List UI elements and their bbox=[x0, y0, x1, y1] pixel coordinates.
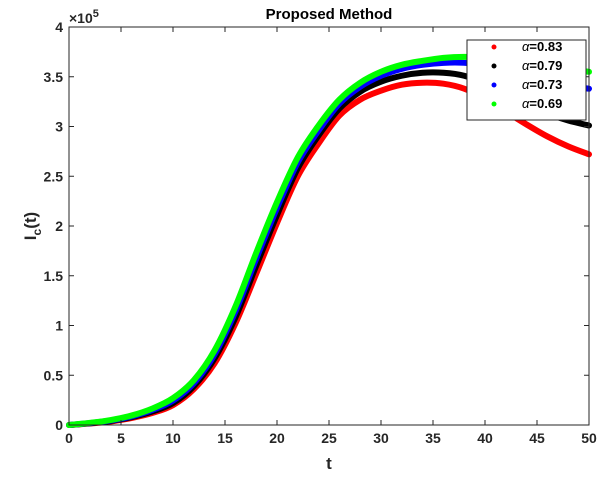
legend-label: α=0.79 bbox=[522, 58, 562, 73]
legend-items: α=0.83 α=0.79 α=0.73 α=0.69 bbox=[491, 39, 562, 111]
legend-marker bbox=[491, 63, 497, 69]
legend-marker bbox=[491, 44, 497, 50]
x-tick-label: 45 bbox=[529, 430, 545, 446]
y-exponent-base: ×105 bbox=[69, 8, 99, 26]
legend-label: α=0.83 bbox=[522, 39, 562, 54]
y-tick-label: 1.5 bbox=[44, 268, 64, 284]
y-tick-label: 3 bbox=[55, 119, 63, 135]
legend-marker bbox=[491, 101, 497, 107]
y-tick-label: 0 bbox=[55, 417, 63, 433]
x-tick-label: 50 bbox=[581, 430, 597, 446]
y-tick-label: 2.5 bbox=[44, 168, 64, 184]
y-tick-label: 0.5 bbox=[44, 367, 64, 383]
legend-label: α=0.69 bbox=[522, 96, 562, 111]
x-tick-label: 15 bbox=[217, 430, 233, 446]
legend-marker bbox=[491, 82, 497, 88]
y-tick-label: 2 bbox=[55, 218, 63, 234]
y-exponent-label: ×105 bbox=[69, 8, 99, 26]
x-axis-label: t bbox=[326, 454, 332, 473]
x-tick-label: 30 bbox=[373, 430, 389, 446]
x-tick-label: 10 bbox=[165, 430, 181, 446]
x-tick-label: 35 bbox=[425, 430, 441, 446]
legend: α=0.83 α=0.79 α=0.73 α=0.69 bbox=[466, 39, 587, 121]
x-tick-label: 20 bbox=[269, 430, 285, 446]
y-axis-label: Ic(t) bbox=[21, 212, 44, 240]
y-tick-label: 1 bbox=[55, 318, 63, 334]
legend-label: α=0.73 bbox=[522, 77, 562, 92]
ticks-layer: 0 5 10 15 20 25 30 35 40 45 50 0 0.5 1 1.5 2 2.5 3 3.5 4 bbox=[44, 19, 597, 446]
y-tick-label: 4 bbox=[55, 19, 63, 35]
chart-title: Proposed Method bbox=[266, 6, 393, 23]
x-tick-label: 40 bbox=[477, 430, 493, 446]
legend-box bbox=[466, 39, 587, 121]
x-tick-label: 0 bbox=[65, 430, 73, 446]
y-tick-label: 3.5 bbox=[44, 69, 64, 85]
x-tick-label: 5 bbox=[117, 430, 125, 446]
x-tick-label: 25 bbox=[321, 430, 337, 446]
